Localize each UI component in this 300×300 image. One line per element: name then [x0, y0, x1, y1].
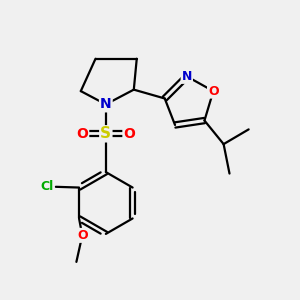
Text: S: S — [100, 126, 111, 141]
Text: O: O — [76, 127, 88, 141]
Text: N: N — [182, 70, 192, 83]
Text: O: O — [124, 127, 135, 141]
Text: N: N — [100, 98, 112, 111]
Text: Cl: Cl — [40, 180, 54, 193]
Text: O: O — [77, 229, 88, 242]
Text: O: O — [208, 85, 219, 98]
